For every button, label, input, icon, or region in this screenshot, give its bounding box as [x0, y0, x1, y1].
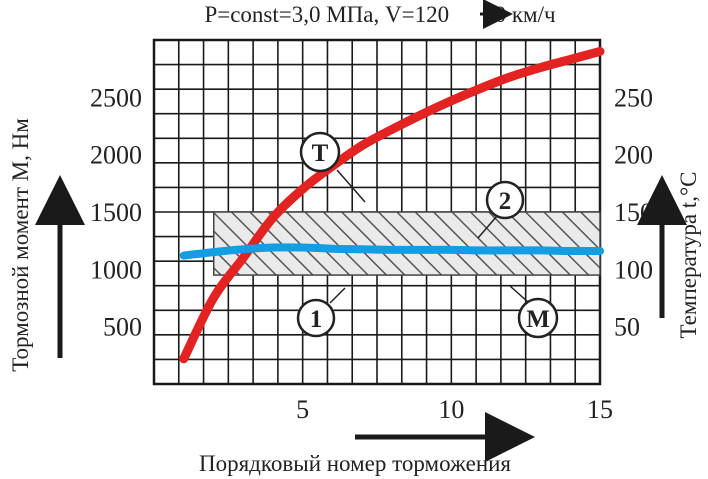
x-axis-label: Порядковый номер торможения	[199, 451, 511, 476]
callout-label-1: 1	[310, 306, 323, 333]
callout-circle-m	[517, 297, 559, 339]
callout-label-t: T	[312, 140, 329, 167]
torque-line	[179, 243, 604, 260]
y-tick-label-left: 2500	[90, 83, 142, 112]
callout-circle-2	[485, 180, 525, 220]
y-tick-label-right: 250	[614, 83, 653, 112]
callout-leader-1	[329, 287, 346, 304]
y-axis-label-right: Температура t,°С	[676, 172, 701, 339]
callout-label-2: 2	[499, 188, 512, 215]
callout-circle-1	[296, 298, 336, 338]
callout-leader-2	[477, 215, 498, 239]
y-tick-label-right: 50	[614, 313, 640, 342]
callouts: T 2 1 M	[296, 131, 559, 339]
series-group	[179, 46, 605, 364]
y-axis-label-left: Тормозной момент М, Нм	[8, 118, 33, 372]
y-tick-label-right: 200	[614, 141, 653, 170]
callout-leader-m	[509, 285, 529, 303]
callout-leader-t	[336, 169, 366, 203]
y-tick-label-left: 500	[103, 313, 142, 342]
y-tick-label-left: 2000	[90, 141, 142, 170]
x-tick-label: 10	[438, 395, 464, 424]
y-tick-label-left: 1000	[90, 255, 142, 284]
chart-title: P=const=3,0 МПа, V=120 60 км/ч	[204, 2, 556, 27]
y-tick-label-left: 1500	[90, 198, 142, 227]
y-tick-label-right: 150	[614, 198, 653, 227]
y-ticks-right: 50 100 150 200 250	[614, 83, 653, 341]
y-ticks-left: 500 1000 1500 2000 2500	[90, 83, 142, 341]
y-tick-label-right: 100	[614, 255, 653, 284]
x-tick-label: 5	[296, 395, 309, 424]
x-ticks: 5 10 15	[296, 395, 613, 424]
x-tick-label: 15	[587, 395, 613, 424]
callout-circle-t	[299, 131, 341, 173]
callout-label-m: M	[526, 306, 550, 333]
